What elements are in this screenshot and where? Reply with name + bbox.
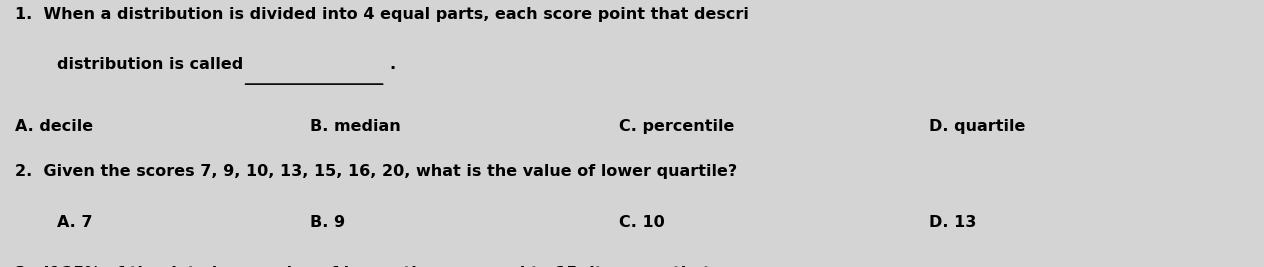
Text: A. decile: A. decile bbox=[15, 119, 94, 134]
Text: D. 13: D. 13 bbox=[929, 215, 976, 230]
Text: distribution is called: distribution is called bbox=[57, 57, 243, 72]
Text: B. 9: B. 9 bbox=[310, 215, 345, 230]
Text: A. 7: A. 7 bbox=[57, 215, 92, 230]
Text: C. 10: C. 10 bbox=[619, 215, 665, 230]
Text: 2.  Given the scores 7, 9, 10, 13, 15, 16, 20, what is the value of lower quarti: 2. Given the scores 7, 9, 10, 13, 15, 16… bbox=[15, 164, 737, 179]
Text: 1.  When a distribution is divided into 4 equal parts, each score point that des: 1. When a distribution is divided into 4… bbox=[15, 7, 750, 22]
Text: .: . bbox=[933, 266, 939, 267]
Text: 3.  If 25% of the data has a value of lesser than or equal to 15, it means that: 3. If 25% of the data has a value of les… bbox=[15, 266, 710, 267]
Text: D. quartile: D. quartile bbox=[929, 119, 1025, 134]
Text: C. percentile: C. percentile bbox=[619, 119, 734, 134]
Text: B. median: B. median bbox=[310, 119, 401, 134]
Text: .: . bbox=[389, 57, 396, 72]
